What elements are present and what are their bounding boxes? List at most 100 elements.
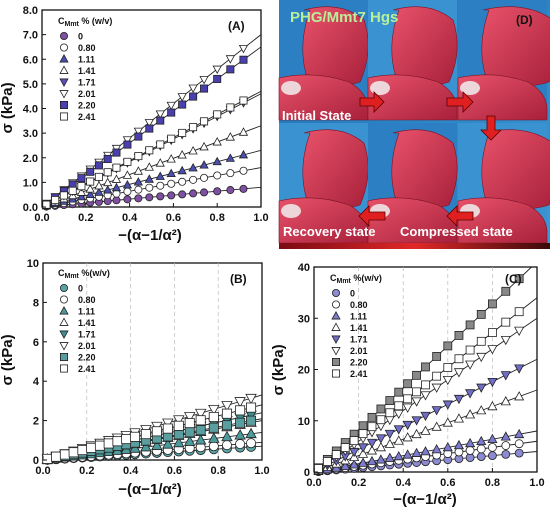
data-point-1.11 — [140, 440, 152, 452]
data-point-2.20 — [358, 421, 368, 431]
legend-marker-2.41 — [60, 112, 69, 121]
data-point-1.71 — [431, 406, 442, 416]
press-plate — [460, 81, 480, 95]
data-point-2.41 — [358, 429, 368, 439]
x-tick-label: 0.4 — [122, 212, 138, 224]
legend-entry-2.41: 2.41 — [78, 364, 96, 374]
legend-marker-1.41 — [59, 65, 69, 74]
data-point-2.41 — [112, 163, 121, 172]
legend-marker-1.11 — [59, 306, 69, 315]
data-point-2.01 — [238, 44, 249, 54]
data-point-1.71 — [487, 377, 498, 388]
data-point-1.11 — [375, 454, 386, 464]
data-point-0 — [178, 190, 187, 199]
data-point-1.41 — [155, 158, 165, 167]
x-tick-label: 0.2 — [78, 212, 93, 224]
data-point-2.01 — [166, 101, 176, 111]
panel-b-x-axis-label: −(α−1/α²) — [118, 481, 181, 498]
data-point-1.41 — [238, 127, 249, 136]
data-point-2.20 — [376, 404, 386, 414]
data-point-0.80 — [213, 171, 222, 180]
data-point-2.20 — [156, 116, 165, 125]
data-point-1.11 — [208, 432, 220, 443]
data-point-1.11 — [340, 460, 351, 471]
legend-entry-0: 0 — [350, 289, 355, 299]
data-point-1.71 — [465, 389, 476, 399]
data-point-0.80 — [476, 444, 486, 454]
legend-entry-1.11: 1.11 — [350, 312, 367, 322]
data-point-1.41 — [384, 438, 395, 448]
data-point-1.41 — [431, 421, 442, 431]
data-point-0 — [476, 452, 486, 462]
legend-marker-1.71 — [59, 78, 69, 87]
y-tick-label: 0.0 — [23, 202, 38, 214]
data-point-2.20 — [476, 310, 486, 319]
legend-entry-2.01: 2.01 — [78, 89, 96, 99]
data-point-1.11 — [465, 437, 476, 448]
x-tick-label: 1.0 — [253, 212, 268, 224]
data-point-2.41 — [246, 402, 257, 413]
x-tick-label: 0.4 — [396, 477, 412, 489]
data-point-2.01 — [155, 110, 165, 119]
legend-marker-2.01 — [59, 342, 69, 351]
y-tick-label: 10 — [298, 416, 310, 428]
data-point-1.11 — [402, 449, 413, 459]
data-point-2.41 — [151, 426, 162, 437]
data-point-1.11 — [188, 162, 198, 172]
press-plate — [281, 81, 301, 95]
data-point-0.80 — [167, 179, 176, 188]
data-point-1.41 — [225, 132, 235, 141]
data-point-2.20 — [394, 387, 404, 397]
data-point-2.41 — [173, 420, 184, 431]
data-point-2.41 — [514, 307, 524, 317]
data-point-2.41 — [121, 434, 132, 445]
y-tick-label: 2.0 — [23, 153, 38, 165]
data-point-1.41 — [402, 432, 413, 442]
data-point-1.41 — [411, 428, 422, 439]
data-point-1.41 — [144, 162, 154, 171]
data-point-2.41 — [68, 186, 77, 195]
panel-b-y-axis-label: σ (kPa) — [0, 334, 16, 385]
data-point-2.41 — [385, 408, 395, 418]
y-tick-label: 7.0 — [23, 30, 38, 42]
legend-marker-1.11 — [331, 311, 341, 320]
data-point-1.11 — [453, 439, 465, 450]
data-point-0.80 — [123, 187, 132, 196]
x-tick-label: 0.0 — [35, 465, 50, 477]
x-tick-label: 0.6 — [440, 477, 455, 489]
panel-d-label: (D) — [516, 13, 533, 27]
legend-marker-2.20 — [331, 357, 340, 366]
data-point-1.41 — [366, 445, 378, 455]
data-point-1.41 — [393, 435, 404, 445]
hydrogel-sample — [391, 6, 458, 86]
legend-marker-0 — [331, 288, 340, 297]
y-tick-label: 8 — [33, 297, 39, 309]
data-point-2.41 — [123, 157, 132, 166]
data-point-1.41 — [375, 441, 386, 452]
data-point-2.01 — [234, 397, 246, 408]
data-point-2.41 — [51, 451, 62, 462]
data-point-1.11 — [514, 428, 525, 439]
legend-marker-2.01 — [59, 90, 69, 99]
data-point-2.01 — [122, 136, 133, 145]
x-tick-label: 0.8 — [211, 465, 226, 477]
data-point-2.20 — [367, 412, 377, 422]
data-point-1.11 — [225, 153, 235, 162]
data-point-1.11 — [238, 149, 249, 159]
data-point-2.41 — [42, 200, 51, 209]
data-point-2.41 — [349, 436, 359, 446]
data-point-1.11 — [384, 452, 395, 462]
data-point-1.41 — [166, 154, 176, 163]
data-point-1.71 — [453, 394, 465, 405]
arrow-left-1-icon — [446, 205, 474, 227]
legend-marker-2.20 — [60, 101, 69, 110]
data-point-1.41 — [476, 405, 487, 415]
data-point-1.11 — [487, 433, 498, 444]
data-point-2.01 — [245, 393, 257, 405]
data-point-1.11 — [476, 435, 487, 446]
legend-entry-0: 0 — [78, 284, 83, 294]
data-point-2.41 — [239, 96, 248, 105]
hydrogel-base — [457, 74, 548, 121]
arrow-right-1-icon — [359, 91, 385, 113]
